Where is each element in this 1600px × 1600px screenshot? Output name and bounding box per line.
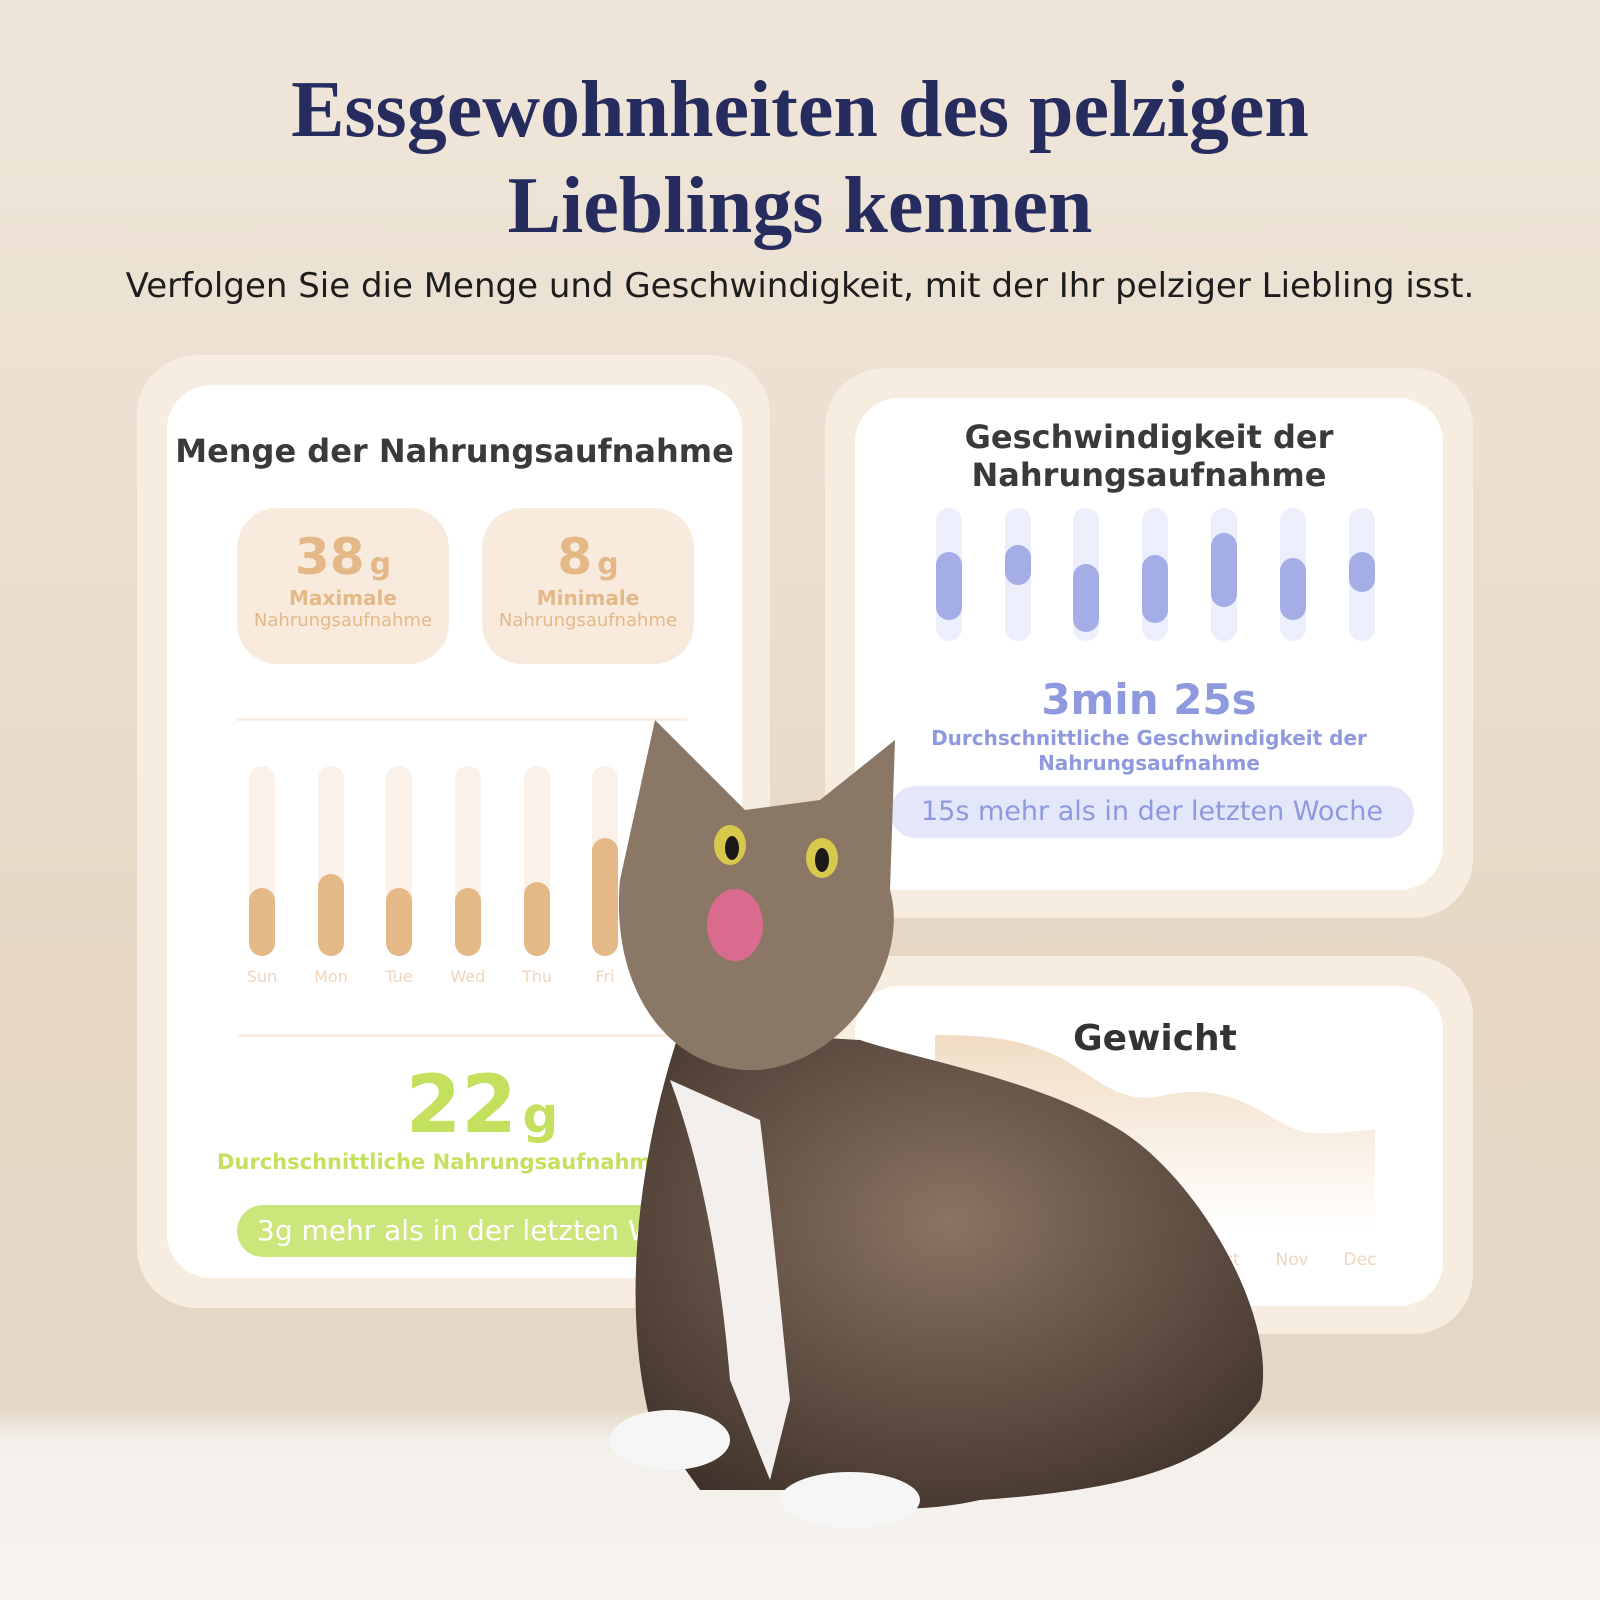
stat-label: Minimale [536, 586, 640, 610]
bar-track [1005, 508, 1031, 641]
stat-sublabel: Nahrungsaufnahme [253, 610, 433, 631]
bar-fill [936, 552, 962, 620]
bar-fill [1073, 564, 1099, 632]
stat-unit: g [369, 547, 392, 582]
bar-fill [1005, 545, 1031, 585]
average-unit: g [522, 1086, 559, 1144]
divider [237, 718, 687, 721]
card-title: Gewicht [1073, 1018, 1237, 1059]
stat-unit: g [597, 547, 619, 582]
bar-track [1142, 508, 1168, 641]
stat-value: 8 [557, 528, 593, 586]
bar-fill [1211, 533, 1237, 607]
bar-fill [1349, 552, 1375, 592]
day-label: Tue [385, 967, 413, 986]
month-label: Dec [1343, 1250, 1377, 1270]
bar-track [1211, 508, 1237, 641]
bar-fill [455, 888, 481, 956]
title-line: Essgewohnheiten des pelzigen [291, 66, 1309, 154]
card-title-line: Nahrungsaufnahme [971, 456, 1327, 494]
stat-box: 38 g Maximale Nahrungsaufnahme [237, 508, 449, 664]
bar-fill [524, 882, 550, 956]
card-title-line: Geschwindigkeit der [964, 418, 1334, 456]
cat-photo [610, 720, 1264, 1528]
speed-value: 3min 25s [1041, 675, 1257, 724]
title-line: Lieblings kennen [507, 162, 1093, 250]
speed-label-line: Durchschnittliche Geschwindigkeit der [931, 726, 1367, 750]
speed-label-line: Nahrungsaufnahme [1038, 751, 1260, 775]
average-value: 22 [405, 1058, 517, 1151]
stat-box: 8 g Minimale Nahrungsaufnahme [482, 508, 694, 664]
day-label: Mon [314, 967, 348, 986]
stat-label: Maximale [289, 586, 397, 610]
bar-fill [592, 838, 618, 956]
badge: 15s mehr als in der letzten Woche [890, 786, 1414, 838]
subtitle: Verfolgen Sie die Menge und Geschwindigk… [125, 266, 1475, 306]
bar-track [524, 766, 550, 956]
average: 22 g [217, 1058, 747, 1151]
bar-track [1073, 508, 1099, 641]
bar-track [1280, 508, 1306, 641]
day-label: Sun [246, 967, 278, 986]
bar-fill [249, 888, 275, 956]
bar-track [936, 508, 962, 641]
card-title: Geschwindigkeit der Nahrungsaufnahme [855, 418, 1443, 494]
bar-track [318, 766, 344, 956]
divider [237, 1034, 687, 1037]
bar-fill [318, 874, 344, 956]
day-label: Wed [450, 967, 486, 986]
month-label: Nov [1275, 1250, 1309, 1270]
title: Essgewohnheiten des pelzigen Lieblings k… [0, 62, 1600, 254]
day-label: Thu [521, 967, 553, 986]
bar-track [1349, 508, 1375, 641]
bar-track [386, 766, 412, 956]
average-label: Durchschnittliche Nahrungsaufnahme [217, 1150, 666, 1174]
bar-fill [1142, 555, 1168, 623]
bar-track [249, 766, 275, 956]
bar-track [455, 766, 481, 956]
bar-fill [1280, 558, 1306, 620]
stat-sublabel: Nahrungsaufnahme [498, 610, 678, 631]
bar-track [592, 766, 618, 956]
speed-label: Durchschnittliche Geschwindigkeit der Na… [855, 726, 1443, 776]
bar-fill [386, 888, 412, 956]
day-label: Fri [595, 967, 615, 986]
card-title: Menge der Nahrungsaufnahme [175, 432, 734, 470]
stat-value: 38 [294, 528, 365, 586]
